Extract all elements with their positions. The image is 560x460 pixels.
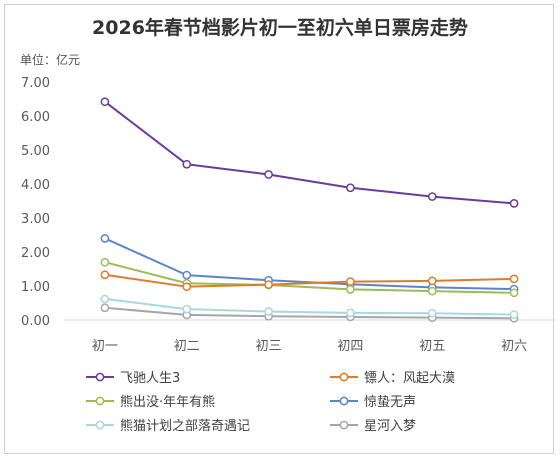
legend-marker bbox=[95, 396, 105, 406]
series-5 bbox=[100, 294, 519, 319]
data-point bbox=[100, 234, 110, 243]
y-tick-label: 6.00 bbox=[21, 110, 50, 125]
legend-label: 熊猫计划之部落奇遇记 bbox=[120, 418, 250, 434]
x-tick-label: 初五 bbox=[419, 339, 445, 354]
data-point bbox=[100, 257, 110, 267]
chart-title: 2026年春节档影片初一至初六单日票房走势 bbox=[92, 16, 468, 39]
y-tick-label: 4.00 bbox=[21, 178, 50, 193]
data-point bbox=[100, 294, 110, 304]
data-point bbox=[100, 97, 110, 107]
y-tick-label: 1.00 bbox=[21, 280, 50, 295]
series-2 bbox=[100, 270, 519, 292]
data-point bbox=[509, 274, 519, 284]
legend-item: 熊出没·年年有熊 bbox=[86, 394, 215, 410]
series-1 bbox=[100, 97, 519, 208]
series-line bbox=[104, 237, 515, 291]
y-tick-label: 5.00 bbox=[21, 144, 50, 159]
data-point bbox=[346, 277, 355, 286]
y-tick-label: 3.00 bbox=[21, 212, 50, 227]
legend-marker bbox=[339, 420, 349, 430]
data-point bbox=[346, 308, 355, 318]
legend-label: 星河入梦 bbox=[364, 419, 416, 434]
data-point bbox=[509, 199, 519, 208]
data-point bbox=[346, 183, 355, 193]
x-tick-label: 初一 bbox=[92, 339, 118, 354]
data-point bbox=[427, 276, 437, 286]
data-point bbox=[346, 285, 355, 294]
x-tick-label: 初四 bbox=[337, 339, 363, 354]
legend-label: 熊出没·年年有熊 bbox=[120, 394, 215, 410]
series-line bbox=[104, 297, 515, 316]
chart-frame bbox=[4, 4, 554, 454]
data-point bbox=[427, 192, 437, 201]
data-point bbox=[182, 282, 192, 292]
data-point bbox=[100, 270, 110, 280]
x-tick-label: 初六 bbox=[501, 339, 527, 354]
legend-label: 飞驰人生3 bbox=[120, 371, 180, 386]
data-point bbox=[509, 310, 519, 319]
data-point bbox=[182, 270, 192, 280]
legend-label: 惊蛰无声 bbox=[364, 395, 416, 410]
series-line bbox=[104, 261, 515, 294]
data-point bbox=[264, 280, 273, 289]
legend-item: 镖人：风起大漠 bbox=[330, 370, 455, 386]
data-point bbox=[427, 308, 437, 318]
legend-item: 熊猫计划之部落奇遇记 bbox=[86, 418, 250, 434]
x-axis-ticks: 初一 初二 初三 初四 初五 初六 bbox=[92, 339, 527, 354]
series-line bbox=[104, 306, 515, 320]
y-tick-label: 7.00 bbox=[21, 76, 50, 91]
data-point bbox=[100, 303, 110, 313]
series-group bbox=[100, 97, 519, 323]
data-point bbox=[182, 304, 192, 314]
series-line bbox=[104, 273, 515, 288]
y-axis-ticks: 0.00 1.00 2.00 3.00 4.00 5.00 6.00 7.00 bbox=[21, 76, 50, 329]
unit-label: 单位：亿元 bbox=[20, 52, 80, 67]
legend-label: 镖人：风起大漠 bbox=[364, 370, 455, 386]
data-point bbox=[182, 159, 192, 169]
legend-item: 星河入梦 bbox=[330, 419, 416, 434]
x-tick-label: 初二 bbox=[174, 339, 200, 354]
data-point bbox=[509, 288, 519, 298]
legend-item: 飞驰人生3 bbox=[86, 371, 180, 386]
legend-marker bbox=[339, 396, 349, 406]
legend-marker bbox=[95, 420, 105, 430]
data-point bbox=[427, 286, 437, 296]
legend-marker bbox=[95, 372, 105, 382]
series-line bbox=[104, 100, 515, 205]
legend-marker bbox=[339, 372, 349, 382]
x-tick-label: 初三 bbox=[256, 339, 282, 354]
y-tick-label: 0.00 bbox=[21, 314, 50, 329]
legend-item: 惊蛰无声 bbox=[330, 395, 416, 410]
data-point bbox=[264, 307, 273, 316]
data-point bbox=[264, 170, 273, 179]
y-tick-label: 2.00 bbox=[21, 246, 50, 261]
